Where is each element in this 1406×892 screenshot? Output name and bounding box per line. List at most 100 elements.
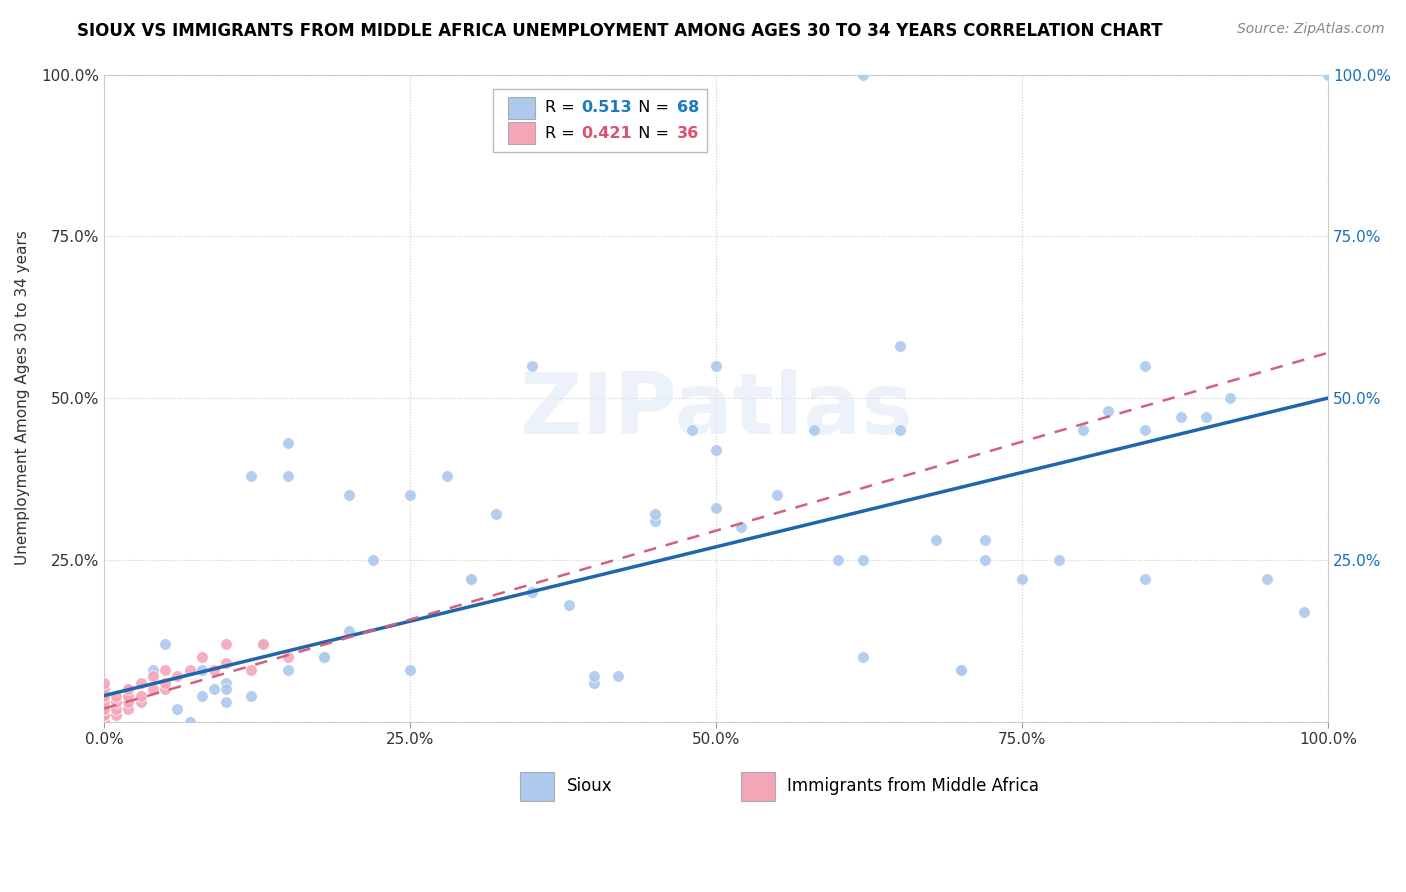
- Text: Immigrants from Middle Africa: Immigrants from Middle Africa: [787, 777, 1039, 795]
- Point: [949, 663, 972, 677]
- Point: [142, 663, 165, 677]
- Point: [558, 598, 581, 612]
- Point: [1292, 605, 1315, 619]
- Point: [485, 508, 508, 522]
- Point: [399, 663, 422, 677]
- Point: [105, 689, 128, 703]
- Point: [93, 708, 115, 723]
- Point: [1317, 68, 1340, 82]
- Point: [607, 669, 630, 683]
- Point: [215, 675, 238, 690]
- Point: [582, 675, 605, 690]
- Point: [704, 442, 727, 457]
- Text: 36: 36: [676, 126, 699, 141]
- Bar: [508, 122, 534, 145]
- Point: [105, 708, 128, 723]
- Point: [93, 701, 115, 715]
- Text: 68: 68: [676, 100, 699, 115]
- Point: [925, 533, 948, 548]
- Point: [460, 572, 482, 586]
- Point: [974, 553, 997, 567]
- Point: [105, 701, 128, 715]
- Point: [142, 682, 165, 697]
- Point: [239, 468, 262, 483]
- Point: [166, 669, 188, 683]
- Point: [681, 423, 703, 437]
- Point: [337, 624, 360, 638]
- Point: [766, 488, 789, 502]
- Point: [704, 501, 727, 516]
- Text: Sioux: Sioux: [567, 777, 613, 795]
- Point: [166, 701, 188, 715]
- Point: [582, 669, 605, 683]
- Point: [117, 689, 139, 703]
- Point: [252, 637, 274, 651]
- Point: [117, 682, 139, 697]
- Point: [142, 669, 165, 683]
- Point: [1133, 359, 1156, 373]
- Point: [277, 468, 299, 483]
- Text: 0.513: 0.513: [582, 100, 633, 115]
- Point: [730, 520, 752, 534]
- Point: [1133, 572, 1156, 586]
- Point: [153, 682, 176, 697]
- Point: [93, 714, 115, 729]
- Point: [314, 649, 336, 664]
- Point: [129, 689, 152, 703]
- Point: [153, 663, 176, 677]
- Point: [1011, 572, 1033, 586]
- Point: [215, 682, 238, 697]
- Point: [179, 714, 201, 729]
- Point: [1097, 404, 1119, 418]
- Bar: [494, 88, 707, 153]
- Point: [129, 675, 152, 690]
- Point: [215, 657, 238, 671]
- Point: [522, 585, 544, 599]
- Point: [852, 649, 875, 664]
- Point: [889, 339, 911, 353]
- Text: N =: N =: [628, 100, 673, 115]
- Point: [153, 637, 176, 651]
- Point: [644, 508, 666, 522]
- Point: [153, 675, 176, 690]
- Point: [361, 553, 384, 567]
- Point: [1133, 423, 1156, 437]
- Point: [704, 359, 727, 373]
- Point: [215, 695, 238, 709]
- Point: [1047, 553, 1070, 567]
- Point: [974, 533, 997, 548]
- Point: [949, 663, 972, 677]
- Point: [277, 663, 299, 677]
- Y-axis label: Unemployment Among Ages 30 to 34 years: Unemployment Among Ages 30 to 34 years: [15, 230, 30, 566]
- Point: [93, 714, 115, 729]
- Point: [1195, 410, 1218, 425]
- Point: [803, 423, 825, 437]
- Point: [644, 514, 666, 528]
- Point: [314, 649, 336, 664]
- Text: ZIPatlas: ZIPatlas: [519, 369, 912, 452]
- Point: [202, 663, 225, 677]
- Point: [1219, 391, 1241, 405]
- Point: [105, 695, 128, 709]
- Point: [191, 689, 214, 703]
- Point: [252, 637, 274, 651]
- Point: [215, 637, 238, 651]
- Bar: [520, 772, 554, 801]
- Point: [460, 572, 482, 586]
- Point: [337, 488, 360, 502]
- Bar: [508, 96, 534, 119]
- Point: [117, 682, 139, 697]
- Point: [93, 701, 115, 715]
- Bar: [741, 772, 775, 801]
- Point: [191, 663, 214, 677]
- Point: [522, 359, 544, 373]
- Point: [436, 468, 458, 483]
- Point: [277, 436, 299, 450]
- Text: N =: N =: [628, 126, 673, 141]
- Point: [239, 689, 262, 703]
- Point: [93, 695, 115, 709]
- Point: [889, 423, 911, 437]
- Point: [852, 68, 875, 82]
- Point: [93, 714, 115, 729]
- Text: SIOUX VS IMMIGRANTS FROM MIDDLE AFRICA UNEMPLOYMENT AMONG AGES 30 TO 34 YEARS CO: SIOUX VS IMMIGRANTS FROM MIDDLE AFRICA U…: [77, 22, 1163, 40]
